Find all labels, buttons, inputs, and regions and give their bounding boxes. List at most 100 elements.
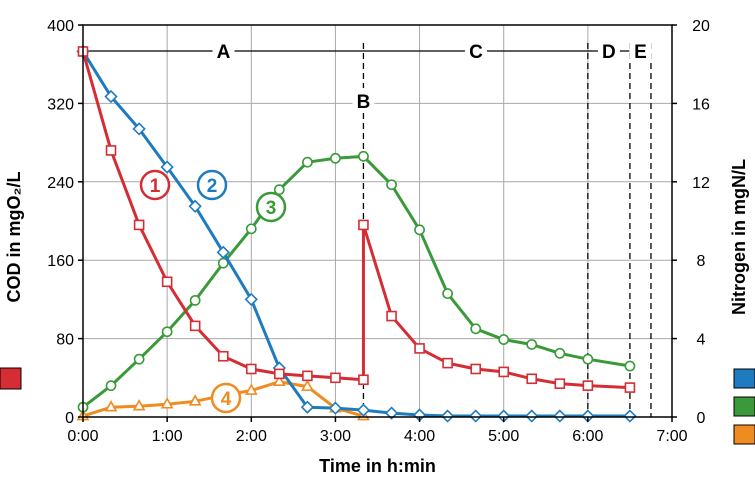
- x-tick-label: 3:00: [320, 428, 351, 445]
- legend-swatch-green: [733, 396, 755, 417]
- series-1-point: [624, 382, 636, 393]
- y-left-tick-label: 160: [47, 253, 74, 270]
- phase-label: D: [602, 42, 616, 63]
- series-2-point: [160, 160, 174, 174]
- y-right-tick-label: 16: [692, 96, 710, 113]
- series-2-point: [469, 409, 483, 423]
- y-left-tick-label: 0: [65, 410, 74, 427]
- series-1-point: [217, 350, 229, 362]
- series-2-point: [132, 122, 146, 136]
- series-badges: 1 2 3 4: [139, 169, 287, 414]
- y-left-tick-label: 320: [47, 96, 74, 113]
- series-3-point: [498, 334, 510, 345]
- series-2-point: [300, 400, 315, 414]
- series-1-point: [161, 276, 173, 288]
- series-1-point: [358, 219, 369, 231]
- series-3-point: [526, 339, 538, 350]
- series-4-point: [301, 379, 314, 391]
- phase-label-bg: [597, 38, 620, 62]
- series-2-point: [623, 409, 637, 423]
- series-1-point: [330, 372, 341, 384]
- series-3-point: [386, 179, 397, 191]
- series-1-point: [498, 366, 510, 378]
- series-1-point: [526, 373, 538, 385]
- x-tick-label: 7:00: [656, 428, 687, 445]
- series-2-point: [440, 409, 455, 423]
- legend-swatch-orange: [733, 424, 755, 445]
- series-1-point: [554, 378, 566, 389]
- legend-swatch-blue: [733, 368, 755, 389]
- y-right-tick-label: 20: [692, 18, 710, 35]
- series-4-point: [272, 374, 286, 387]
- series-2-point: [553, 409, 567, 423]
- series-2-point: [525, 409, 539, 423]
- x-tick-label: 2:00: [236, 428, 267, 445]
- series-3-point: [302, 156, 313, 168]
- phase-label: E: [634, 42, 647, 63]
- series-4-point: [244, 383, 258, 395]
- series-1-point: [414, 343, 425, 354]
- legend-swatch-red: [0, 367, 22, 390]
- y-left-tick-label: 80: [56, 332, 74, 349]
- series-3-point: [245, 223, 257, 235]
- axis-color-legend: [0, 367, 755, 445]
- series-3-point: [414, 224, 425, 236]
- series-2-point: [328, 401, 343, 415]
- ticks: 0:00 1:00 2:00 3:00 4:00 5:00 6:00 7:0008016024…: [47, 18, 710, 445]
- series-2-point: [244, 292, 258, 307]
- y-right-tick-label: 8: [697, 253, 706, 270]
- x-tick-label: 5:00: [488, 428, 519, 445]
- series-4-badge-label: 4: [221, 389, 232, 410]
- series-2-point: [188, 199, 202, 213]
- phase-label: A: [217, 42, 231, 63]
- series-1-point: [302, 370, 313, 382]
- series-1-point: [105, 145, 117, 156]
- series-3-point: [442, 288, 453, 299]
- series-1-point: [582, 380, 594, 391]
- series-4-point: [132, 399, 146, 411]
- series-1-point: [274, 368, 285, 380]
- phase-label-bg: [629, 38, 652, 62]
- y-axis-left-title: COD in mgO₂/L: [4, 172, 24, 303]
- y-axis-right-title: Nitrogen in mgN/L: [729, 159, 749, 315]
- phase-label-bg: [464, 38, 487, 62]
- series-1-point: [245, 363, 257, 375]
- series-3-point: [330, 152, 341, 164]
- y-left-tick-label: 240: [47, 175, 74, 192]
- series-4-point: [104, 400, 118, 412]
- x-tick-label: 1:00: [152, 428, 183, 445]
- series-1-badge: [139, 169, 171, 201]
- y-right-tick-label: 0: [697, 410, 706, 427]
- x-tick-label: 4:00: [404, 428, 435, 445]
- series-1-point: [358, 374, 369, 386]
- series-3-point: [358, 150, 369, 162]
- series-4-point: [188, 394, 202, 406]
- series-3-badge-label: 3: [266, 198, 277, 219]
- x-tick-label: 6:00: [572, 428, 603, 445]
- phase-label: B: [357, 92, 371, 113]
- series-3-point: [470, 323, 482, 335]
- series-1-point: [470, 363, 481, 375]
- series-3-point: [161, 326, 173, 338]
- phase-label-bg: [212, 38, 235, 62]
- series-4-point: [160, 397, 174, 409]
- y-right-tick-label: 4: [697, 332, 706, 349]
- series-2-point: [356, 403, 371, 417]
- plot-frame: [82, 24, 673, 418]
- y-right-tick-label: 12: [692, 175, 710, 192]
- series-1-badge-label: 1: [150, 176, 161, 197]
- series-3-point: [133, 353, 145, 365]
- series-2-point: [216, 245, 230, 259]
- series-2-point: [104, 89, 118, 104]
- y-left-tick-label: 400: [47, 18, 74, 35]
- x-tick-label: 0:00: [67, 428, 98, 445]
- phase-label: C: [469, 42, 483, 63]
- series-2-badge: [196, 169, 228, 201]
- series-1-point: [189, 320, 201, 332]
- series-3-point: [582, 353, 594, 365]
- series-2-badge-label: 2: [207, 176, 218, 197]
- series-4-badge: [210, 382, 242, 414]
- series-2-point: [384, 406, 399, 420]
- series-3-point: [189, 294, 201, 306]
